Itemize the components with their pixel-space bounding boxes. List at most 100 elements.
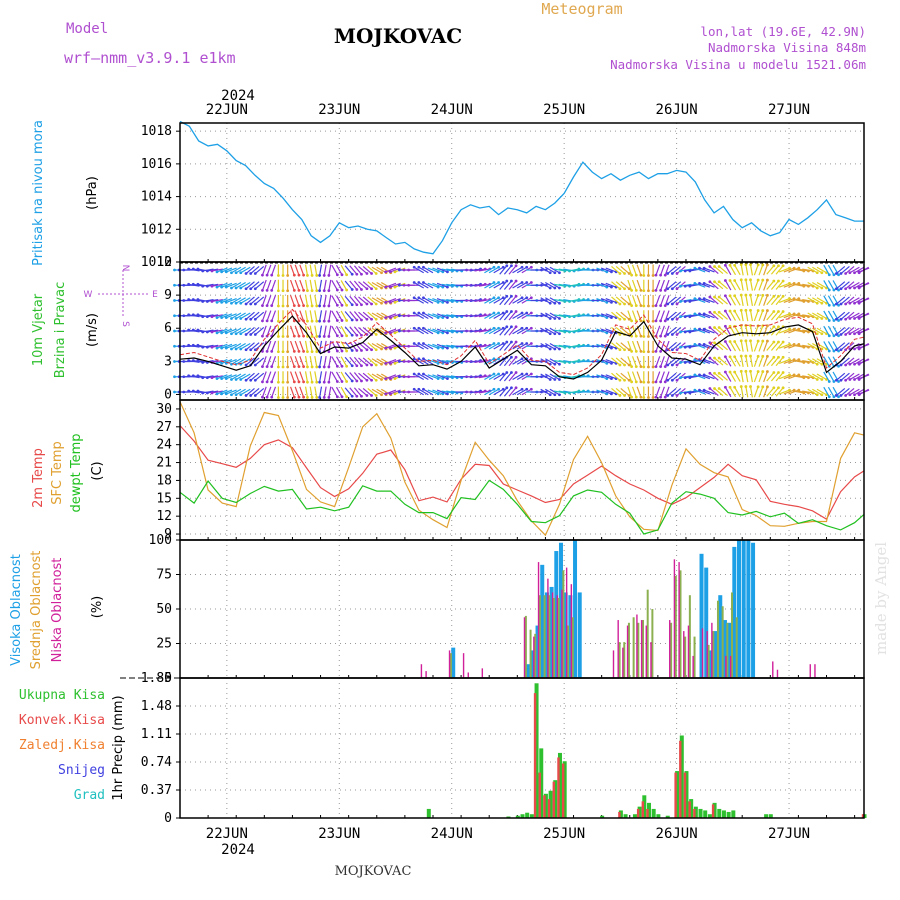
wind-arrow <box>349 295 358 306</box>
wind-arrow <box>503 326 512 336</box>
wind-arrow <box>294 295 300 306</box>
wind-arrow-head <box>659 365 663 369</box>
wind-arrow-head <box>360 333 363 337</box>
wind-arrow <box>503 387 512 397</box>
wind-arrow <box>788 389 800 395</box>
wind-arrow-head <box>839 348 843 352</box>
wind-arrow-head <box>639 395 643 399</box>
wind-arrow-head <box>520 342 524 345</box>
wind-arrow-head <box>749 278 752 282</box>
wind-arrow-head <box>627 348 631 352</box>
wind-arrow <box>660 295 665 306</box>
wind-arrow <box>734 325 741 337</box>
wind-arrow-head <box>642 274 646 277</box>
wind-arrow <box>216 282 228 288</box>
wind-arrow <box>778 313 790 319</box>
wind-arrow <box>802 298 814 303</box>
wind-arrow <box>304 264 309 276</box>
wind-arrow-head <box>627 363 631 367</box>
wind-arrow <box>729 356 737 367</box>
wind-arrow <box>544 373 556 381</box>
wind-arrow <box>807 297 818 304</box>
wind-arrow <box>221 389 233 395</box>
wind-arrow <box>734 310 741 321</box>
wind-arrow-head <box>693 388 697 392</box>
top-day-label: 25JUN <box>543 102 585 118</box>
wind-arrow <box>714 372 724 381</box>
wind-arrow-head <box>276 335 280 338</box>
wind-arrow-head <box>663 289 667 292</box>
wind-arrow <box>309 386 313 398</box>
wind-arrow <box>724 356 732 367</box>
wind-arrow-head <box>834 317 838 321</box>
wind-arrow-head <box>265 319 269 323</box>
wind-arrow-head <box>355 364 359 368</box>
wind-arrow-head <box>412 311 416 315</box>
wind-arrow-head <box>827 288 831 292</box>
wind-arrow <box>671 327 682 335</box>
wind-arrow-head <box>384 346 388 350</box>
temperature-ytick-label: 9 <box>164 527 172 542</box>
wind-arrow <box>827 325 835 337</box>
wind-arrow-head <box>239 317 243 320</box>
wind-arrow <box>605 282 617 288</box>
cloud-low-bar <box>551 592 554 678</box>
wind-arrow <box>740 371 744 383</box>
precip-total-bar <box>768 814 773 818</box>
wind-arrow <box>319 325 323 337</box>
wind-arrow-head <box>393 377 397 381</box>
wind-arrow <box>488 312 499 320</box>
wind-arrow-head <box>417 265 421 269</box>
wind-arrow <box>770 311 779 321</box>
wind-arrow-head <box>666 333 670 336</box>
wind-arrow <box>753 295 759 306</box>
wind-arrow-head <box>380 317 383 320</box>
wind-arrow <box>323 294 327 307</box>
wind-arrow-head <box>220 270 224 274</box>
wind-arrow <box>294 386 300 398</box>
wind-arrow <box>849 312 860 320</box>
wind-arrow-head <box>244 272 248 275</box>
wind-arrow <box>344 326 353 336</box>
wind-arrow-head <box>322 335 326 338</box>
wind-arrow-head <box>322 274 326 277</box>
wind-arrow <box>568 359 580 364</box>
compass-icon: N S W E <box>84 265 159 328</box>
wind-arrow-head <box>514 264 518 268</box>
wind-arrow-head <box>777 371 780 374</box>
wind-arrow-head <box>281 274 285 277</box>
wind-arrow-head <box>191 298 195 301</box>
wind-arrow-head <box>520 387 524 391</box>
wind-arrow <box>358 372 368 381</box>
wind-arrow <box>294 371 300 383</box>
wind-arrow <box>289 386 295 398</box>
wind-arrow <box>775 372 784 382</box>
wind-arrow-head <box>230 271 233 275</box>
cloud-low-bar <box>701 628 704 678</box>
wind-arrow <box>427 343 439 349</box>
wind-arrow-head <box>548 332 552 336</box>
wind-arrow-head <box>201 300 205 303</box>
wind-arrow-head <box>340 319 344 322</box>
wind-arrow-head <box>253 287 257 291</box>
wind-arrow-head <box>827 349 831 353</box>
wind-arrow-head <box>201 391 205 395</box>
wind-arrow <box>605 313 617 319</box>
wind-arrow-head <box>173 344 176 348</box>
wind-arrow-head <box>618 348 622 352</box>
wind-arrow <box>254 311 265 320</box>
wind-arrow-head <box>446 392 449 396</box>
wind-arrow-head <box>666 394 670 397</box>
wind-arrow <box>499 341 508 351</box>
wind-arrow <box>544 388 556 396</box>
wind-arrow-head <box>663 380 667 384</box>
wind-arrow-head <box>514 279 518 283</box>
wind-arrow-head <box>558 378 561 381</box>
wind-arrow-head <box>422 296 425 300</box>
wind-arrow-head <box>827 380 831 383</box>
precip-total-bar <box>623 814 628 818</box>
wind-arrow-head <box>335 334 339 338</box>
wind-arrow-head <box>505 340 509 344</box>
wind-arrow <box>413 327 424 335</box>
